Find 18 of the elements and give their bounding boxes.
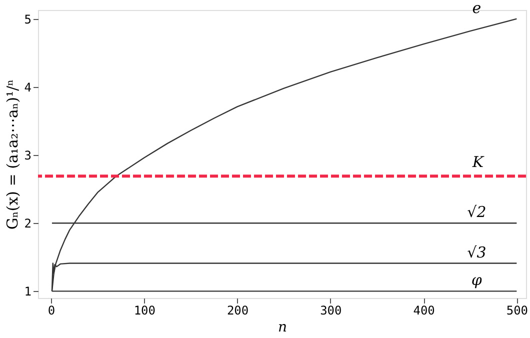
x-tick-label: 100 — [134, 304, 156, 318]
y-axis-title: Gₙ(x) = (a₁a₂⋯aₙ)¹/ⁿ — [3, 79, 22, 230]
x-tick-label: 0 — [48, 304, 56, 318]
series-label: √2 — [467, 203, 486, 222]
x-tick-label: 400 — [413, 304, 435, 318]
y-tick-label: 5 — [24, 12, 32, 26]
y-tick-label: 4 — [24, 80, 32, 94]
series-label: e — [472, 0, 482, 17]
x-tick-label: 300 — [320, 304, 342, 318]
x-tick-label: 200 — [226, 304, 249, 318]
x-tick-label: 500 — [506, 304, 528, 318]
ref-line-label: K — [471, 153, 484, 172]
y-tick-label: 2 — [24, 216, 32, 231]
y-tick-label: 1 — [24, 284, 32, 299]
x-axis-title: n — [278, 320, 288, 336]
series-label: √3 — [467, 243, 486, 262]
series-label: φ — [471, 271, 482, 290]
y-tick-label: 3 — [24, 148, 32, 163]
